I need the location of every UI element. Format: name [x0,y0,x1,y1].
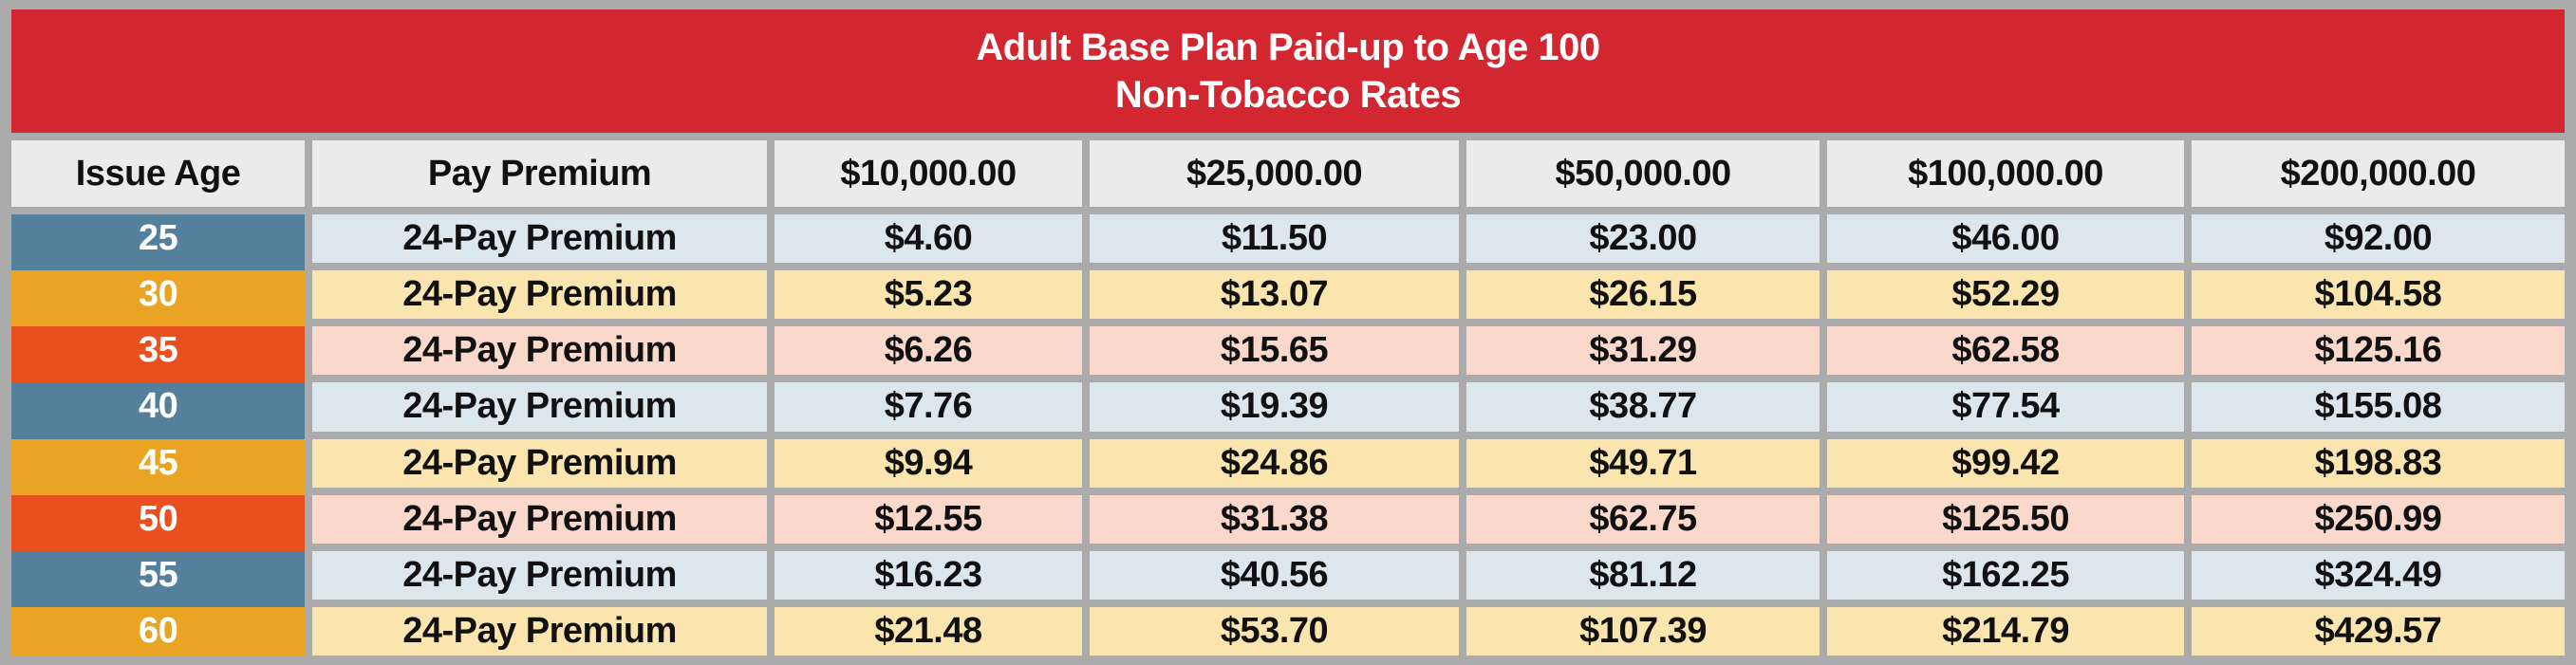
col-header-10000: $10,000.00 [774,140,1083,207]
rate-cell: $198.83 [2192,438,2565,488]
rate-cell: $40.56 [1090,550,1460,600]
col-header-100000: $100,000.00 [1827,140,2185,207]
table-body: 25 24-Pay Premium $4.60 $11.50 $23.00 $4… [11,214,2565,656]
rate-cell: $5.23 [774,270,1083,320]
age-cell: 60 [11,606,306,656]
row-age-40: 40 24-Pay Premium $7.76 $19.39 $38.77 $7… [11,382,2565,432]
rate-cell: $7.76 [774,382,1083,432]
rate-cell: $125.16 [2192,326,2565,376]
age-cell: 40 [11,382,306,432]
row-age-50: 50 24-Pay Premium $12.55 $31.38 $62.75 $… [11,494,2565,544]
rate-cell: $6.26 [774,326,1083,376]
rate-cell: $49.71 [1466,438,1820,488]
rate-cell: $324.49 [2192,550,2565,600]
rate-cell: $23.00 [1466,214,1820,264]
rate-cell: $24.86 [1090,438,1460,488]
col-header-25000: $25,000.00 [1090,140,1460,207]
row-age-60: 60 24-Pay Premium $21.48 $53.70 $107.39 … [11,606,2565,656]
plan-cell: 24-Pay Premium [312,438,767,488]
col-header-200000: $200,000.00 [2192,140,2565,207]
rate-cell: $92.00 [2192,214,2565,264]
rate-cell: $31.29 [1466,326,1820,376]
rate-cell: $62.75 [1466,494,1820,544]
rate-cell: $81.12 [1466,550,1820,600]
age-cell: 55 [11,550,306,600]
rate-cell: $104.58 [2192,270,2565,320]
table-title-line2: Non-Tobacco Rates [1114,74,1462,116]
age-cell: 30 [11,270,306,320]
age-cell: 50 [11,494,306,544]
plan-cell: 24-Pay Premium [312,326,767,376]
rate-cell: $16.23 [774,550,1083,600]
rate-cell: $9.94 [774,438,1083,488]
rate-cell: $11.50 [1090,214,1460,264]
rate-cell: $12.55 [774,494,1083,544]
rate-cell: $53.70 [1090,606,1460,656]
rate-cell: $21.48 [774,606,1083,656]
rate-cell: $107.39 [1466,606,1820,656]
plan-cell: 24-Pay Premium [312,494,767,544]
col-header-issue-age: Issue Age [11,140,306,207]
age-cell: 25 [11,214,306,264]
row-age-45: 45 24-Pay Premium $9.94 $24.86 $49.71 $9… [11,438,2565,488]
column-header-row: Issue Age Pay Premium $10,000.00 $25,000… [11,140,2565,207]
rate-cell: $62.58 [1827,326,2185,376]
col-header-pay-premium: Pay Premium [312,140,767,207]
rate-cell: $214.79 [1827,606,2185,656]
rate-cell: $429.57 [2192,606,2565,656]
rate-cell: $19.39 [1090,382,1460,432]
rate-cell: $13.07 [1090,270,1460,320]
rate-cell: $26.15 [1466,270,1820,320]
row-age-25: 25 24-Pay Premium $4.60 $11.50 $23.00 $4… [11,214,2565,264]
row-age-55: 55 24-Pay Premium $16.23 $40.56 $81.12 $… [11,550,2565,600]
row-age-30: 30 24-Pay Premium $5.23 $13.07 $26.15 $5… [11,270,2565,320]
plan-cell: 24-Pay Premium [312,606,767,656]
rate-cell: $99.42 [1827,438,2185,488]
age-cell: 35 [11,326,306,376]
plan-cell: 24-Pay Premium [312,382,767,432]
rate-cell: $155.08 [2192,382,2565,432]
rate-cell: $4.60 [774,214,1083,264]
table-title-line1: Adult Base Plan Paid-up to Age 100 [976,27,1600,68]
rate-cell: $125.50 [1827,494,2185,544]
age-cell: 45 [11,438,306,488]
rate-cell: $52.29 [1827,270,2185,320]
plan-cell: 24-Pay Premium [312,550,767,600]
rate-cell: $250.99 [2192,494,2565,544]
plan-cell: 24-Pay Premium [312,270,767,320]
plan-cell: 24-Pay Premium [312,214,767,264]
rate-cell: $77.54 [1827,382,2185,432]
col-header-50000: $50,000.00 [1466,140,1820,207]
table-title-banner: Adult Base Plan Paid-up to Age 100 Non-T… [11,9,2565,133]
rate-cell: $31.38 [1090,494,1460,544]
row-age-35: 35 24-Pay Premium $6.26 $15.65 $31.29 $6… [11,326,2565,376]
rate-cell: $46.00 [1827,214,2185,264]
rate-cell: $38.77 [1466,382,1820,432]
rate-cell: $15.65 [1090,326,1460,376]
rate-cell: $162.25 [1827,550,2185,600]
